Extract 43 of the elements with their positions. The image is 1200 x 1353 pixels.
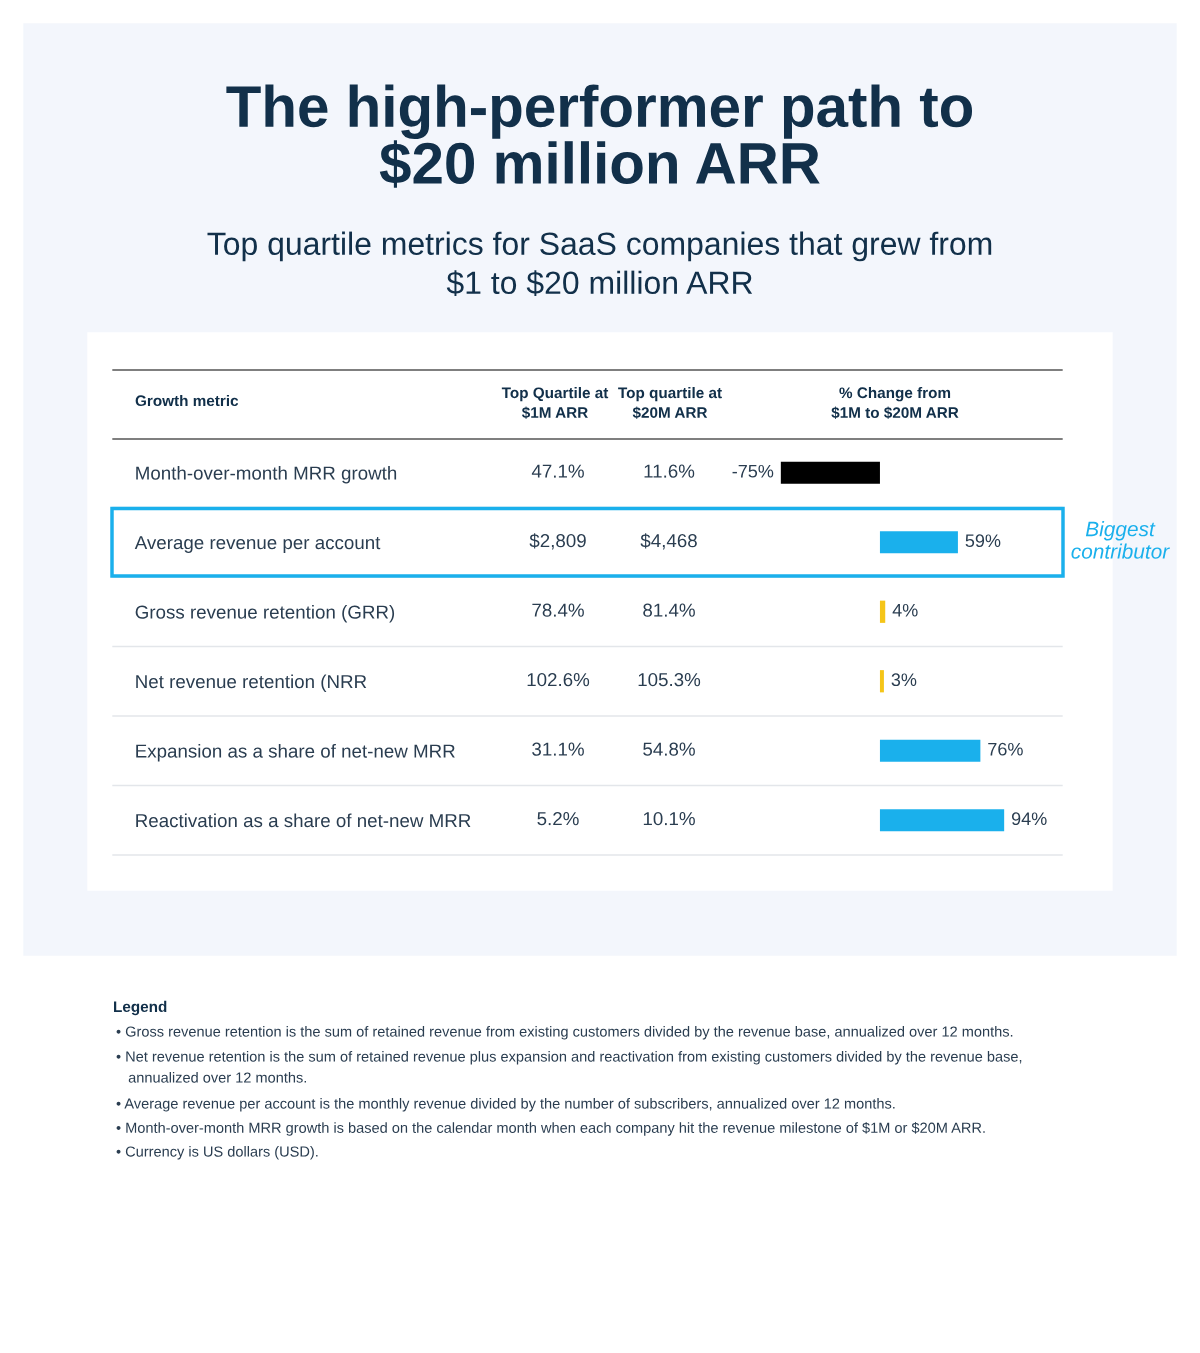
text: 31.1% bbox=[532, 742, 584, 756]
text: • Net revenue retention is the sum of retained revenue plus expansion and reactivation from existing customers divided by the revenue base, annualized over 12 months. bbox=[116, 1051, 1022, 1083]
text: 105.3% bbox=[638, 673, 701, 687]
text: Top Quartile at $1M ARR bbox=[501, 386, 609, 419]
bar bbox=[879, 600, 886, 623]
text: 47.1% bbox=[531, 464, 584, 478]
chart-subtitle: Top quartile metrics for SaaS companies that grew from $1 to $20 million ARR bbox=[207, 231, 992, 296]
bar bbox=[780, 461, 880, 484]
text: 78.4% bbox=[532, 603, 584, 617]
bar bbox=[879, 809, 1005, 832]
y-tick-label: Gross revenue retention (GRR) bbox=[135, 604, 395, 623]
text: Top quartile at $20M ARR bbox=[618, 386, 722, 419]
bar bbox=[879, 739, 981, 762]
data-label: 94% bbox=[1011, 812, 1047, 826]
text: 81.4% bbox=[643, 603, 695, 617]
y-tick-label: Net revenue retention (NRR bbox=[136, 674, 367, 692]
chart-title: The high-performer path to $20 million ARR bbox=[226, 84, 973, 188]
text: 10.1% bbox=[643, 812, 695, 826]
text: Biggest contributor bbox=[1071, 521, 1170, 559]
data-label: 76% bbox=[988, 742, 1023, 756]
text: $2,809 bbox=[529, 533, 586, 550]
text: 102.6% bbox=[527, 673, 590, 687]
bar bbox=[879, 531, 958, 554]
text: 11.6% bbox=[644, 464, 695, 478]
text: Legend bbox=[114, 1000, 167, 1016]
text: $4,468 bbox=[640, 533, 697, 550]
text: % Change from $1M to $20M ARR bbox=[831, 386, 959, 420]
bar bbox=[879, 670, 884, 693]
y-tick-label: Reactivation as a share of net-new MRR bbox=[136, 813, 471, 828]
data-label: -75% bbox=[732, 464, 774, 478]
data-label: 59% bbox=[965, 534, 1001, 548]
text: • Currency is US dollars (USD). bbox=[116, 1146, 318, 1160]
y-tick-label: Month-over-month MRR growth bbox=[136, 465, 397, 484]
data-label: 3% bbox=[891, 673, 917, 687]
y-tick-label: Average revenue per account bbox=[134, 536, 381, 553]
y-axis-title: Growth metric bbox=[135, 394, 239, 407]
data-label: 4% bbox=[892, 603, 918, 617]
text: • Average revenue per account is the monthly revenue divided by the number of subscribers, annualized over 12 months. bbox=[116, 1098, 895, 1112]
y-tick-label: Expansion as a share of net-new MRR bbox=[136, 743, 455, 762]
text: 5.2% bbox=[537, 812, 579, 826]
text: 54.8% bbox=[643, 742, 695, 756]
text: • Month-over-month MRR growth is based on the calendar month when each company hit the revenue milestone of $1M or $20M ARR. bbox=[116, 1122, 985, 1136]
text: • Gross revenue retention is the sum of retained revenue from existing customers divided by the revenue base, annualized over 12 months. bbox=[116, 1026, 1013, 1040]
